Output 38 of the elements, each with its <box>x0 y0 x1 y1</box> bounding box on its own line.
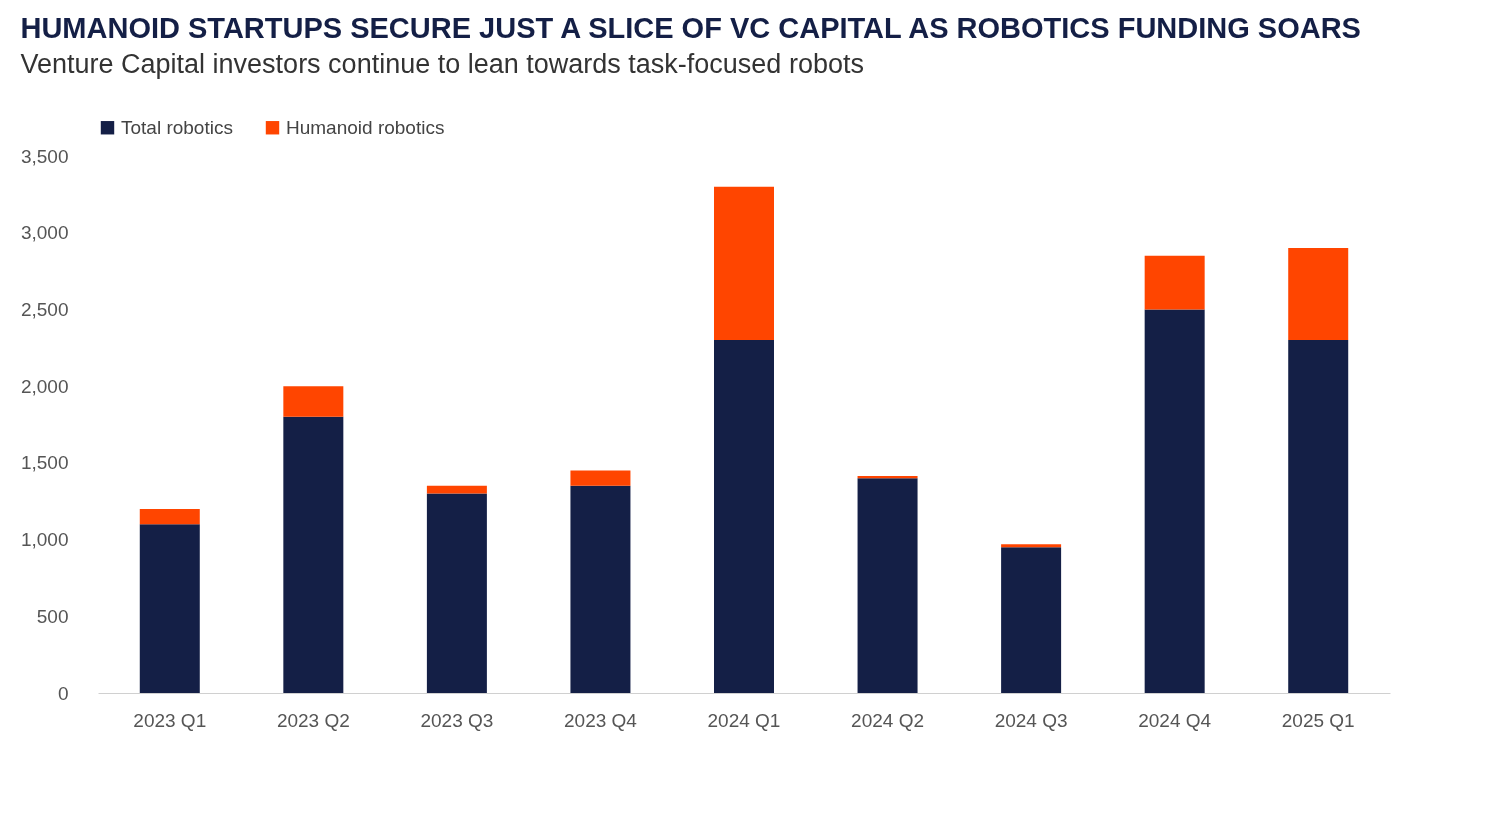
bar <box>857 478 918 693</box>
bar <box>570 485 631 693</box>
bar <box>1001 547 1062 693</box>
y-tick-label: 1,500 <box>20 452 69 474</box>
y-tick-label: 1,000 <box>20 529 69 551</box>
bar <box>1144 309 1205 693</box>
y-tick-label: 500 <box>36 605 69 627</box>
x-tick-label: 2023 Q3 <box>420 709 494 731</box>
legend-label: Total robotics <box>121 116 233 138</box>
y-tick-label: 3,500 <box>20 145 69 167</box>
x-tick-label: 2024 Q4 <box>1138 709 1212 731</box>
bar <box>714 186 774 341</box>
x-tick-label: 2023 Q1 <box>133 709 207 731</box>
bar <box>570 470 631 486</box>
y-tick-label: 2,000 <box>20 375 69 397</box>
bar <box>714 340 774 693</box>
bar <box>1144 255 1205 310</box>
x-tick-label: 2023 Q4 <box>563 709 638 731</box>
bar <box>283 386 344 417</box>
bar <box>139 508 200 525</box>
x-tick-label: 2023 Q2 <box>276 709 350 731</box>
x-tick-label: 2024 Q1 <box>707 709 781 731</box>
x-tick-label: 2024 Q3 <box>994 709 1068 731</box>
bar <box>1288 340 1349 693</box>
bar <box>1001 544 1062 548</box>
bar <box>283 416 344 693</box>
y-tick-label: 3,000 <box>20 222 69 244</box>
bar <box>426 493 487 693</box>
legend-label: Humanoid robotics <box>286 116 445 138</box>
x-tick-label: 2025 Q1 <box>1281 709 1355 731</box>
chart-subtitle: Venture Capital investors continue to lean towards task-focused robots <box>20 49 864 79</box>
chart-title: HUMANOID STARTUPS SECURE JUST A SLICE OF VC CAPITAL AS ROBOTICS FUNDING SOARS <box>20 12 1361 44</box>
bar <box>1288 248 1349 341</box>
x-tick-label: 2024 Q2 <box>851 709 925 731</box>
bar <box>426 485 487 494</box>
bar <box>139 524 200 693</box>
y-tick-label: 2,500 <box>20 298 69 320</box>
y-tick-label: 0 <box>57 682 69 704</box>
